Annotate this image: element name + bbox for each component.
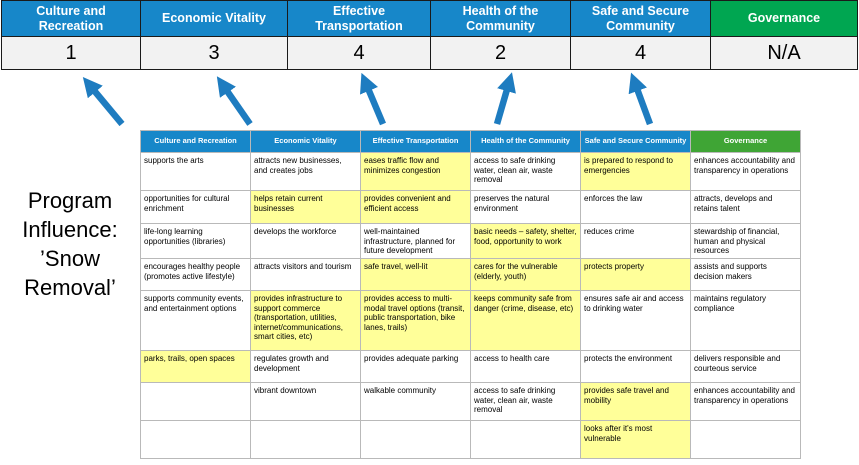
band-score-effective-transportation: 4 xyxy=(288,37,431,70)
matrix-cell: is prepared to respond to emergencies xyxy=(581,153,691,191)
up-arrow-icon xyxy=(82,77,125,127)
score-band: Culture and Recreation Economic Vitality… xyxy=(1,0,858,70)
influence-matrix: Culture and Recreation Economic Vitality… xyxy=(140,130,801,459)
matrix-cell: opportunities for cultural enrichment xyxy=(141,191,251,224)
matrix-cell: develops the workforce xyxy=(251,224,361,259)
matrix-cell: attracts, develops and retains talent xyxy=(691,191,801,224)
matrix-cell: provides safe travel and mobility xyxy=(581,383,691,421)
program-title-line: ’Snow xyxy=(40,246,100,272)
matrix-cell xyxy=(691,421,801,459)
matrix-cell: encourages healthy people (promotes acti… xyxy=(141,259,251,291)
up-arrow-icon xyxy=(493,72,516,125)
band-header-health-of-the-community: Health of the Community xyxy=(431,1,571,37)
matrix-cell: access to safe drinking water, clean air… xyxy=(471,153,581,191)
band-header-governance: Governance xyxy=(711,1,858,37)
matrix-cell: attracts visitors and tourism xyxy=(251,259,361,291)
matrix-cell: regulates growth and development xyxy=(251,351,361,383)
matrix-cell: provides convenient and efficient access xyxy=(361,191,471,224)
matrix-header-effective-transportation: Effective Transportation xyxy=(361,131,471,153)
matrix-cell: basic needs – safety, shelter, food, opp… xyxy=(471,224,581,259)
matrix-cell: maintains regulatory compliance xyxy=(691,291,801,351)
matrix-cell: access to health care xyxy=(471,351,581,383)
up-arrow-icon xyxy=(360,72,386,126)
matrix-header-governance: Governance xyxy=(691,131,801,153)
matrix-cell: eases traffic flow and minimizes congest… xyxy=(361,153,471,191)
matrix-cell: preserves the natural environment xyxy=(471,191,581,224)
band-header-effective-transportation: Effective Transportation xyxy=(288,1,431,37)
matrix-header-economic-vitality: Economic Vitality xyxy=(251,131,361,153)
band-score-economic-vitality: 3 xyxy=(141,37,288,70)
band-header-culture-and-recreation: Culture and Recreation xyxy=(2,1,141,37)
score-arrows xyxy=(82,72,654,127)
matrix-cell: enhances accountability and transparency… xyxy=(691,153,801,191)
matrix-cell: provides access to multi-modal travel op… xyxy=(361,291,471,351)
matrix-cell: cares for the vulnerable (elderly, youth… xyxy=(471,259,581,291)
program-title-line: Removal’ xyxy=(24,275,116,301)
up-arrow-icon xyxy=(216,76,253,126)
matrix-cell: walkable community xyxy=(361,383,471,421)
matrix-cell: helps retain current businesses xyxy=(251,191,361,224)
matrix-cell: enhances accountability and transparency… xyxy=(691,383,801,421)
matrix-header-culture-and-recreation: Culture and Recreation xyxy=(141,131,251,153)
matrix-cell: vibrant downtown xyxy=(251,383,361,421)
matrix-cell: ensures safe air and access to drinking … xyxy=(581,291,691,351)
matrix-cell xyxy=(471,421,581,459)
matrix-cell: provides infrastructure to support comme… xyxy=(251,291,361,351)
matrix-cell: keeps community safe from danger (crime,… xyxy=(471,291,581,351)
matrix-cell: supports the arts xyxy=(141,153,251,191)
band-header-economic-vitality: Economic Vitality xyxy=(141,1,288,37)
band-header-safe-and-secure-community: Safe and Secure Community xyxy=(571,1,711,37)
band-score-safe-and-secure-community: 4 xyxy=(571,37,711,70)
matrix-cell: enforces the law xyxy=(581,191,691,224)
matrix-cell: well-maintained infrastructure, planned … xyxy=(361,224,471,259)
matrix-cell: protects the environment xyxy=(581,351,691,383)
matrix-cell: stewardship of financial, human and phys… xyxy=(691,224,801,259)
matrix-cell xyxy=(141,383,251,421)
band-score-governance: N/A xyxy=(711,37,858,70)
matrix-cell: looks after it's most vulnerable xyxy=(581,421,691,459)
matrix-header-health-of-the-community: Health of the Community xyxy=(471,131,581,153)
band-score-health-of-the-community: 2 xyxy=(431,37,571,70)
band-score-culture-and-recreation: 1 xyxy=(2,37,141,70)
up-arrow-icon xyxy=(628,72,654,126)
matrix-cell: reduces crime xyxy=(581,224,691,259)
matrix-cell: safe travel, well-lit xyxy=(361,259,471,291)
matrix-header-safe-and-secure-community: Safe and Secure Community xyxy=(581,131,691,153)
matrix-cell xyxy=(141,421,251,459)
matrix-cell: parks, trails, open spaces xyxy=(141,351,251,383)
matrix-cell: access to safe drinking water, clean air… xyxy=(471,383,581,421)
matrix-cell: provides adequate parking xyxy=(361,351,471,383)
matrix-cell: protects property xyxy=(581,259,691,291)
program-title-line: Program xyxy=(27,188,113,213)
matrix-cell: life-long learning opportunities (librar… xyxy=(141,224,251,259)
matrix-cell: assists and supports decision makers xyxy=(691,259,801,291)
matrix-cell: supports community events, and entertain… xyxy=(141,291,251,351)
matrix-cell: attracts new businesses, and creates job… xyxy=(251,153,361,191)
program-title: Program Influence: ’Snow Removal’ xyxy=(0,186,140,302)
program-title-line: Influence: xyxy=(22,217,118,243)
matrix-cell xyxy=(251,421,361,459)
matrix-cell xyxy=(361,421,471,459)
matrix-cell: delivers responsible and courteous servi… xyxy=(691,351,801,383)
